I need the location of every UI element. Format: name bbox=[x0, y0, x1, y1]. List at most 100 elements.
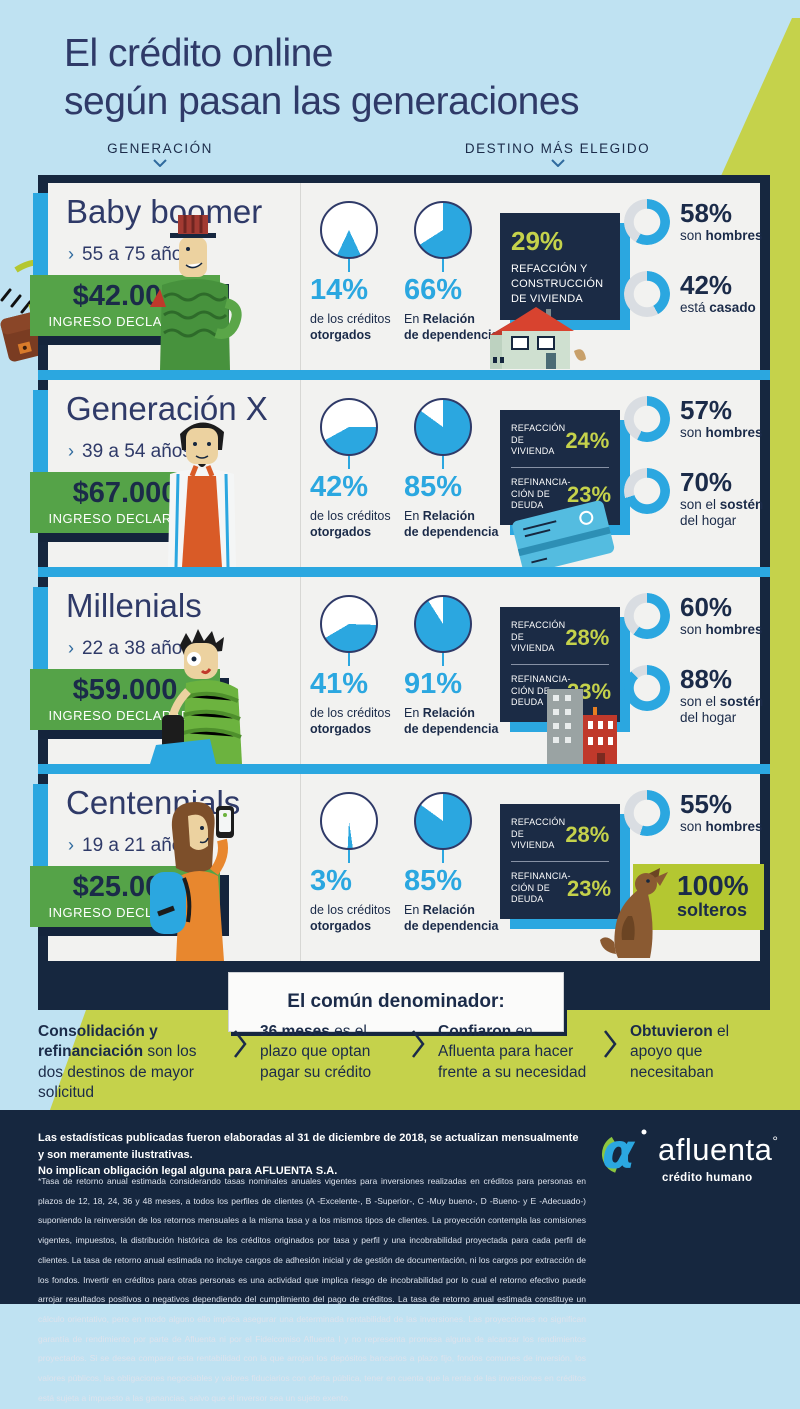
pie-chart-credits bbox=[320, 792, 378, 850]
destination-percent: 28% bbox=[565, 624, 610, 650]
stat-caption: son hombres bbox=[680, 227, 763, 243]
card-generacion-x: Generación X 39 a 54 años $67.000 INGRES… bbox=[30, 380, 763, 567]
destination-label: REFINANCIA-CIÓN DE DEUDA bbox=[511, 871, 571, 905]
common-item: Consolidación y refinanciación son los d… bbox=[38, 1023, 197, 1102]
afluenta-logo: α afluenta° crédito humano bbox=[598, 1122, 793, 1184]
footer: Las estadísticas publicadas fueron elabo… bbox=[0, 1110, 800, 1403]
donut-chart-hombres bbox=[624, 790, 670, 836]
pie-stem bbox=[442, 653, 444, 666]
credits-percent: 3% bbox=[310, 865, 352, 897]
pie-chart-dependency bbox=[414, 792, 472, 850]
credits-percent: 42% bbox=[310, 471, 369, 503]
stat-percent: 88% bbox=[680, 664, 733, 694]
stat-percent: 55% bbox=[680, 789, 733, 819]
donut-chart-hombres bbox=[624, 593, 670, 639]
logo-dot: ° bbox=[772, 1133, 778, 1149]
pie-chart-dependency bbox=[414, 595, 472, 653]
afluenta-mark-icon: α bbox=[602, 1124, 647, 1178]
donut-chart-casado bbox=[624, 271, 670, 317]
dependency-caption: En Relación de dependencia bbox=[404, 509, 499, 540]
pie-credits: 42% de los créditos otorgados bbox=[306, 398, 406, 541]
age-range: 22 a 38 años bbox=[68, 638, 192, 660]
pie-stem bbox=[348, 456, 350, 469]
pie-stem bbox=[442, 259, 444, 272]
svg-text:α: α bbox=[602, 1124, 636, 1178]
income-label: INGRESO DECLARADO bbox=[48, 511, 202, 526]
dependency-caption: En Relación de dependencia bbox=[404, 312, 499, 343]
destination-percent: 29% bbox=[511, 226, 564, 256]
stat-percent: 42% bbox=[680, 270, 733, 300]
row-separator bbox=[38, 370, 770, 380]
dependency-percent: 66% bbox=[404, 274, 463, 306]
card-millenials: Millenials 22 a 38 años $59.000 INGRESO … bbox=[30, 577, 763, 764]
pie-dependency: 66% En Relación de dependencia bbox=[400, 201, 500, 344]
destination-percent: 23% bbox=[567, 481, 612, 507]
pie-chart-dependency bbox=[414, 398, 472, 456]
footer-note: Las estadísticas publicadas fueron elabo… bbox=[38, 1132, 579, 1177]
card-centennials: Centennials 19 a 21 años $25.000 INGRESO… bbox=[30, 774, 764, 961]
pie-chart-credits bbox=[320, 398, 378, 456]
pie-dependency: 85% En Relación de dependencia bbox=[400, 792, 500, 935]
stat-caption: son el sostén del hogar bbox=[680, 693, 764, 725]
credits-caption: de los créditos otorgados bbox=[310, 706, 391, 737]
stat-sosten: 88% son el sostén del hogar bbox=[624, 665, 766, 726]
stat-hombres: 58% son hombres bbox=[624, 199, 766, 245]
dependency-caption: En Relación de dependencia bbox=[404, 706, 499, 737]
centennials-illustration bbox=[150, 802, 234, 961]
common-item: 36 meses es el plazo que optan pagar su … bbox=[260, 1023, 372, 1081]
row-separator bbox=[38, 764, 770, 774]
chevron-right-icon bbox=[412, 1030, 425, 1058]
chevron-down-icon bbox=[550, 159, 565, 167]
credits-caption: de los créditos otorgados bbox=[310, 509, 391, 540]
destination-label: REFACCIÓN DE VIVIENDA bbox=[511, 817, 566, 851]
age-chevron-icon bbox=[68, 835, 82, 856]
stat-caption: son hombres bbox=[680, 818, 763, 834]
stat-percent: 60% bbox=[680, 592, 733, 622]
credit-card-illustration bbox=[512, 500, 615, 567]
common-item: Confiaron en Afluenta para hacer frente … bbox=[438, 1023, 587, 1081]
stat-hombres: 57% son hombres bbox=[624, 396, 766, 442]
buildings-illustration bbox=[547, 689, 617, 764]
stat-percent: 70% bbox=[680, 467, 733, 497]
generation-name: Baby boomer bbox=[66, 193, 263, 230]
stat-percent: 57% bbox=[680, 395, 733, 425]
common-denominator-box: El común denominador: bbox=[228, 972, 564, 1032]
destination-box: REFACCIÓN DE VIVIENDA 24% REFINANCIA-CIÓ… bbox=[500, 410, 620, 526]
destination-label: REFINANCIA-CIÓN DE DEUDA bbox=[511, 477, 571, 511]
age-range: 55 a 75 años bbox=[68, 244, 192, 266]
credits-percent: 41% bbox=[310, 668, 369, 700]
pie-dependency: 85% En Relación de dependencia bbox=[400, 398, 500, 541]
logo-tagline: crédito humano bbox=[662, 1172, 753, 1184]
pie-chart-dependency bbox=[414, 201, 472, 259]
pie-stem bbox=[442, 456, 444, 469]
stat-hombres: 60% son hombres bbox=[624, 593, 766, 639]
age-range: 39 a 54 años bbox=[68, 441, 192, 463]
generacion-x-illustration bbox=[168, 422, 236, 567]
credits-caption: de los créditos otorgados bbox=[310, 903, 391, 934]
column-label-generation: GENERACIÓN bbox=[75, 141, 245, 167]
badge-text: solteros bbox=[677, 900, 748, 921]
common-item: Obtuvieron el apoyo que necesitaban bbox=[630, 1023, 730, 1081]
destination-label: REFINANCIA-CIÓN DE DEUDA bbox=[511, 674, 571, 708]
generations-panel: Baby boomer 55 a 75 años $42.000 INGRESO… bbox=[30, 175, 770, 1010]
stat-caption: son el sostén del hogar bbox=[680, 496, 764, 528]
page-title: El crédito online según pasan las genera… bbox=[64, 32, 580, 123]
donut-chart-hombres bbox=[624, 199, 670, 245]
chevron-right-icon bbox=[234, 1030, 247, 1058]
donut-chart-hombres bbox=[624, 396, 670, 442]
pie-chart-credits bbox=[320, 595, 378, 653]
house-illustration bbox=[490, 307, 586, 369]
dependency-caption: En Relación de dependencia bbox=[404, 903, 499, 934]
destination-label: REFACCIÓN DE VIVIENDA bbox=[511, 423, 566, 457]
divider bbox=[511, 664, 609, 666]
credits-caption: de los créditos otorgados bbox=[310, 312, 391, 343]
destination-percent: 28% bbox=[565, 821, 610, 847]
generation-name: Generación X bbox=[66, 390, 268, 427]
destination-percent: 23% bbox=[567, 875, 612, 901]
destination-box: 29% REFACCIÓN Y CONSTRUCCIÓN DE VIVIENDA bbox=[500, 213, 620, 320]
stat-caption: son hombres bbox=[680, 424, 763, 440]
destination-percent: 24% bbox=[565, 427, 610, 453]
pie-credits: 41% de los créditos otorgados bbox=[306, 595, 406, 738]
dependency-percent: 91% bbox=[404, 668, 463, 700]
destination-box: REFACCIÓN DE VIVIENDA 28% REFINANCIA-CIÓ… bbox=[500, 804, 620, 920]
